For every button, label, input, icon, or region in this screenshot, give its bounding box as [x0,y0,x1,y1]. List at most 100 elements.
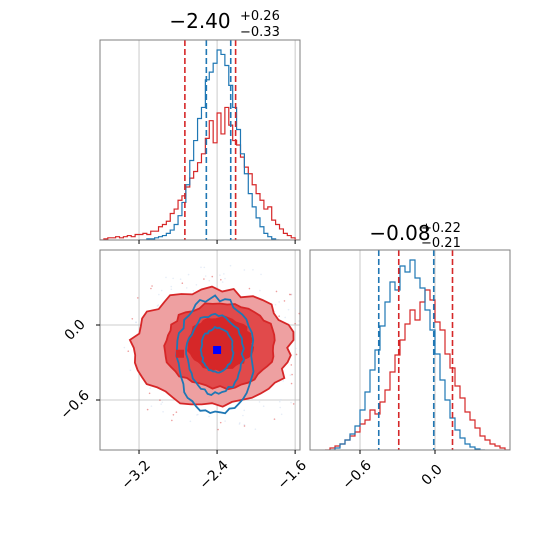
bottom-right-xtick-label-1: 0.0 [419,462,446,489]
scatter-dot [301,305,303,307]
scatter-dot [295,347,297,350]
scatter-dot [306,375,308,377]
ticks-bottom-right: −0.6 0.0 [339,450,446,493]
title-top-left-sub: −0.33 [240,25,280,40]
scatter-dot [279,406,282,409]
scatter-dot [295,353,298,356]
scatter-dot [135,321,137,324]
scatter-dot [284,316,286,319]
scatter-dot [162,410,164,413]
scatter-dot [258,401,261,403]
scatter-dot [238,422,241,424]
panel-bottom-left-contour: −3.2 −2.4 −1.6 0.0 −0.6 [57,249,320,493]
hist-series-red-0 [100,106,300,240]
scatter-dot [224,420,226,422]
panel-bottom-right-histogram: −0.6 0.0 −0.08 +0.22 −0.21 [309,221,511,493]
scatter-dot [150,287,152,290]
scatter-dot [172,413,175,416]
title-top-left-sup: +0.26 [240,9,280,24]
blue-median-marker [213,346,222,354]
bottom-left-xtick-label-0: −3.2 [119,457,154,492]
quantile-lines-top-left [184,40,237,240]
scatter-dot [290,364,293,366]
scatter-dot [274,303,277,306]
scatter-dot [219,274,221,276]
scatter-dot [208,279,211,282]
scatter-dot [243,425,246,427]
scatter-dot [280,413,283,416]
scatter-dot [158,293,160,296]
scatter-dot [185,287,188,289]
scatter-dot [314,360,316,362]
scatter-dot [159,399,161,401]
scatter-dot [243,269,246,271]
scatter-dot [278,301,280,303]
scatter-dot [288,293,291,296]
contours-bottom-left [123,264,320,431]
red-median-marker [176,349,184,358]
scatter-dot [219,421,222,424]
scatter-dot [316,351,318,353]
title-bottom-right-sub: −0.21 [421,236,461,251]
scatter-dot [290,293,292,296]
scatter-dot [151,285,153,287]
scatter-dot [181,282,184,285]
scatter-dot [238,423,241,425]
scatter-dot [211,275,214,278]
ticks-top-left [138,240,296,244]
scatter-dot [275,290,278,293]
scatter-dot [290,401,292,404]
scatter-dot [217,428,219,431]
hist-series-red-0 [325,289,510,450]
scatter-dot [292,403,295,405]
scatter-dot [189,420,192,423]
scatter-dot [273,418,276,420]
scatter-dot [289,374,292,376]
scatter-dot [196,414,198,416]
scatter-dot [298,320,300,322]
quantile-lines-bottom-right [377,250,454,450]
scatter-dot [229,264,232,267]
scatter-dot [301,346,303,348]
scatter-dot [278,315,280,317]
scatter-dot [179,278,182,281]
scatter-dot [260,273,262,276]
scatter-dot [294,307,296,309]
scatter-dot [160,403,162,405]
hist-series-blue-1 [139,49,280,240]
grid-bottom-right [359,250,436,450]
title-top-left: −2.40 [169,9,230,33]
scatter-dot [195,283,198,286]
scatter-dot [131,317,134,320]
scatter-dot [149,387,151,389]
bottom-right-xtick-label-0: −0.6 [339,457,374,492]
scatter-dot [192,289,195,292]
scatter-dot [150,405,153,407]
scatter-dot [161,401,164,404]
scatter-dot [135,321,137,323]
red-contour-inner [187,315,255,372]
scatter-dot [248,287,251,290]
scatter-dot [203,278,205,280]
histogram-bottom-right [325,259,510,450]
scatter-dot [175,411,178,413]
scatter-dot [220,278,222,281]
scatter-dot [165,276,167,279]
scatter-dot [197,413,199,416]
scatter-dot [204,275,207,277]
scatter-dot [318,341,320,343]
scatter-dot [148,392,151,395]
scatter-dot [171,419,173,422]
axes-frame-bottom-right [309,249,511,451]
scatter-dot [252,269,254,271]
scatter-dot [301,386,303,388]
hist-series-blue-1 [330,259,485,450]
scatter-dot [280,398,282,401]
scatter-dot [283,300,286,302]
scatter-dot [170,288,173,291]
scatter-dot [172,277,174,280]
scatter-dot [160,289,163,292]
blue-contour-inner [199,325,235,374]
blue-contour-mid [185,312,246,396]
